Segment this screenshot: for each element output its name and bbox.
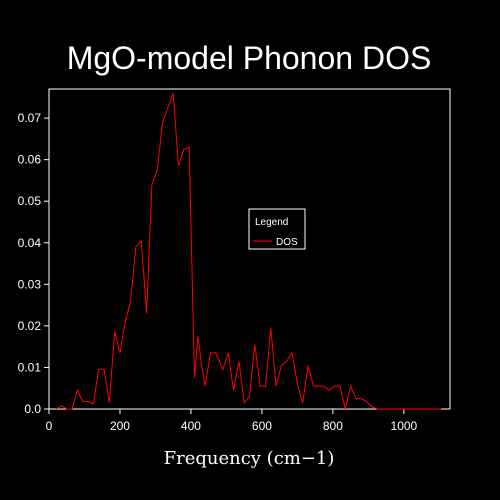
y-tick-label: 0.06 — [18, 153, 42, 167]
x-tick-label: 1000 — [391, 419, 418, 433]
x-axis-label: Frequency (cm−1) — [164, 448, 335, 469]
legend-entry-dos: DOS — [276, 237, 298, 248]
chart-title: MgO-model Phonon DOS — [67, 40, 432, 76]
x-axis: 0 200 400 600 800 1000 — [46, 409, 418, 433]
y-tick-label: 0.0 — [24, 402, 41, 416]
y-axis: 0.0 0.01 0.02 0.03 0.04 0.05 0.06 0.07 — [18, 111, 49, 416]
x-tick-label: 400 — [181, 419, 201, 433]
y-tick-label: 0.03 — [18, 277, 42, 291]
y-tick-label: 0.07 — [18, 111, 42, 125]
plot-frame — [48, 88, 451, 410]
y-tick-label: 0.05 — [18, 194, 42, 208]
legend: Legend DOS — [248, 208, 306, 250]
x-tick-label: 200 — [110, 419, 130, 433]
x-tick-label: 600 — [252, 419, 272, 433]
y-tick-label: 0.02 — [18, 319, 42, 333]
x-tick-label: 0 — [46, 419, 53, 433]
legend-box — [248, 208, 306, 250]
y-tick-label: 0.01 — [18, 360, 42, 374]
legend-title: Legend — [255, 217, 288, 228]
y-tick-label: 0.04 — [18, 236, 42, 250]
series-line-dos — [55, 93, 442, 410]
x-tick-label: 800 — [323, 419, 343, 433]
